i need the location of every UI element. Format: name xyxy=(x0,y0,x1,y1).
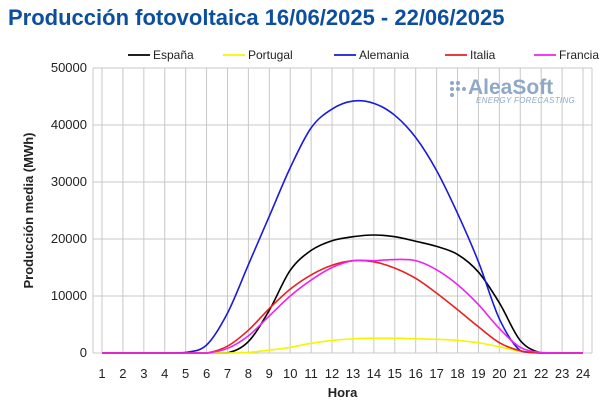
series-lines xyxy=(102,99,583,354)
y-tick-label: 50000 xyxy=(51,60,87,75)
series-line-francia xyxy=(102,258,583,354)
legend-entry: Alemania xyxy=(359,48,409,62)
y-tick-label: 40000 xyxy=(51,117,87,132)
legend-entry: España xyxy=(153,48,194,62)
x-tick-label: 13 xyxy=(346,366,360,381)
legend-entry: Italia xyxy=(470,48,496,62)
legend: España Portugal Alemania Italia Francia xyxy=(128,48,599,62)
x-tick-label: 4 xyxy=(161,366,168,381)
x-tick-label: 11 xyxy=(304,366,318,381)
x-tick-label: 15 xyxy=(388,366,402,381)
x-tick-label: 12 xyxy=(325,366,339,381)
x-axis-ticks: 1 2 3 4 5 6 7 8 9 10 11 12 13 14 15 16 17 18 19 20 21 22 23 24 xyxy=(98,366,590,381)
chart-title: Producción fotovoltaica 16/06/2025 - 22/… xyxy=(8,5,505,30)
x-tick-label: 20 xyxy=(492,366,506,381)
x-tick-label: 14 xyxy=(367,366,381,381)
x-tick-label: 23 xyxy=(555,366,569,381)
legend-entry: Portugal xyxy=(248,48,293,62)
x-tick-label: 8 xyxy=(245,366,252,381)
x-tick-label: 6 xyxy=(203,366,210,381)
x-axis-label: Hora xyxy=(328,385,358,400)
x-tick-label: 7 xyxy=(224,366,231,381)
grid-lines xyxy=(92,67,593,354)
series-line-alemania xyxy=(102,99,583,354)
logo-tagline: ENERGY FORECASTING xyxy=(476,96,575,105)
x-tick-label: 16 xyxy=(408,366,422,381)
y-axis-label: Producción media (MWh) xyxy=(21,133,36,289)
y-tick-label: 20000 xyxy=(51,231,87,246)
x-tick-label: 22 xyxy=(534,366,548,381)
x-tick-label: 21 xyxy=(513,366,527,381)
aleasoft-logo: AleaSoft ENERGY FORECASTING xyxy=(450,76,575,105)
legend-entry: Francia xyxy=(559,48,599,62)
x-tick-label: 19 xyxy=(471,366,485,381)
logo-dots-icon xyxy=(450,81,466,97)
x-tick-label: 1 xyxy=(98,366,105,381)
y-tick-label: 10000 xyxy=(51,288,87,303)
x-tick-label: 18 xyxy=(450,366,464,381)
x-tick-label: 2 xyxy=(119,366,126,381)
logo-brand: AleaSoft xyxy=(468,76,553,99)
x-tick-label: 10 xyxy=(283,366,297,381)
x-tick-label: 3 xyxy=(140,366,147,381)
x-tick-label: 9 xyxy=(266,366,273,381)
y-tick-label: 0 xyxy=(80,345,87,360)
x-tick-label: 5 xyxy=(182,366,189,381)
y-tick-label: 30000 xyxy=(51,174,87,189)
x-tick-label: 17 xyxy=(429,366,443,381)
x-tick-label: 24 xyxy=(576,366,590,381)
y-axis-ticks: 0 10000 20000 30000 40000 50000 xyxy=(51,60,87,360)
series-line-españa xyxy=(102,234,583,354)
